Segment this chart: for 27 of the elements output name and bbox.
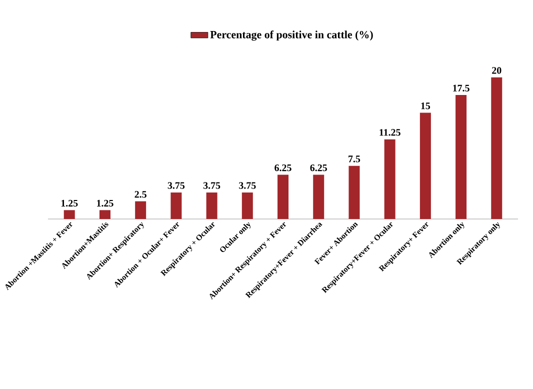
data-label: 3.75 bbox=[239, 182, 256, 189]
data-label: 1.25 bbox=[61, 200, 78, 207]
data-label: 17.5 bbox=[453, 84, 470, 92]
data-label: 20 bbox=[492, 67, 502, 74]
bar bbox=[206, 192, 218, 219]
legend-label: Percentage of positive in cattle (%) bbox=[210, 30, 373, 41]
bar bbox=[491, 77, 502, 219]
data-label: 1.25 bbox=[97, 200, 114, 207]
data-label: 6.25 bbox=[310, 164, 327, 172]
bar bbox=[278, 174, 289, 219]
bar bbox=[420, 112, 431, 219]
data-label: 15 bbox=[421, 102, 430, 110]
bar bbox=[170, 192, 182, 219]
data-label: 2.5 bbox=[134, 191, 146, 198]
bar bbox=[456, 95, 467, 219]
bar bbox=[384, 139, 396, 219]
data-label: 6.25 bbox=[274, 164, 292, 172]
bar bbox=[313, 174, 324, 219]
bar bbox=[99, 210, 110, 219]
bar bbox=[135, 201, 146, 219]
bar bbox=[348, 166, 360, 219]
data-label: 3.75 bbox=[203, 182, 220, 189]
bar bbox=[64, 210, 75, 219]
data-label: 11.25 bbox=[380, 129, 400, 136]
bar bbox=[242, 192, 253, 219]
data-label: 3.75 bbox=[168, 182, 185, 189]
data-label: 7.5 bbox=[348, 156, 360, 162]
